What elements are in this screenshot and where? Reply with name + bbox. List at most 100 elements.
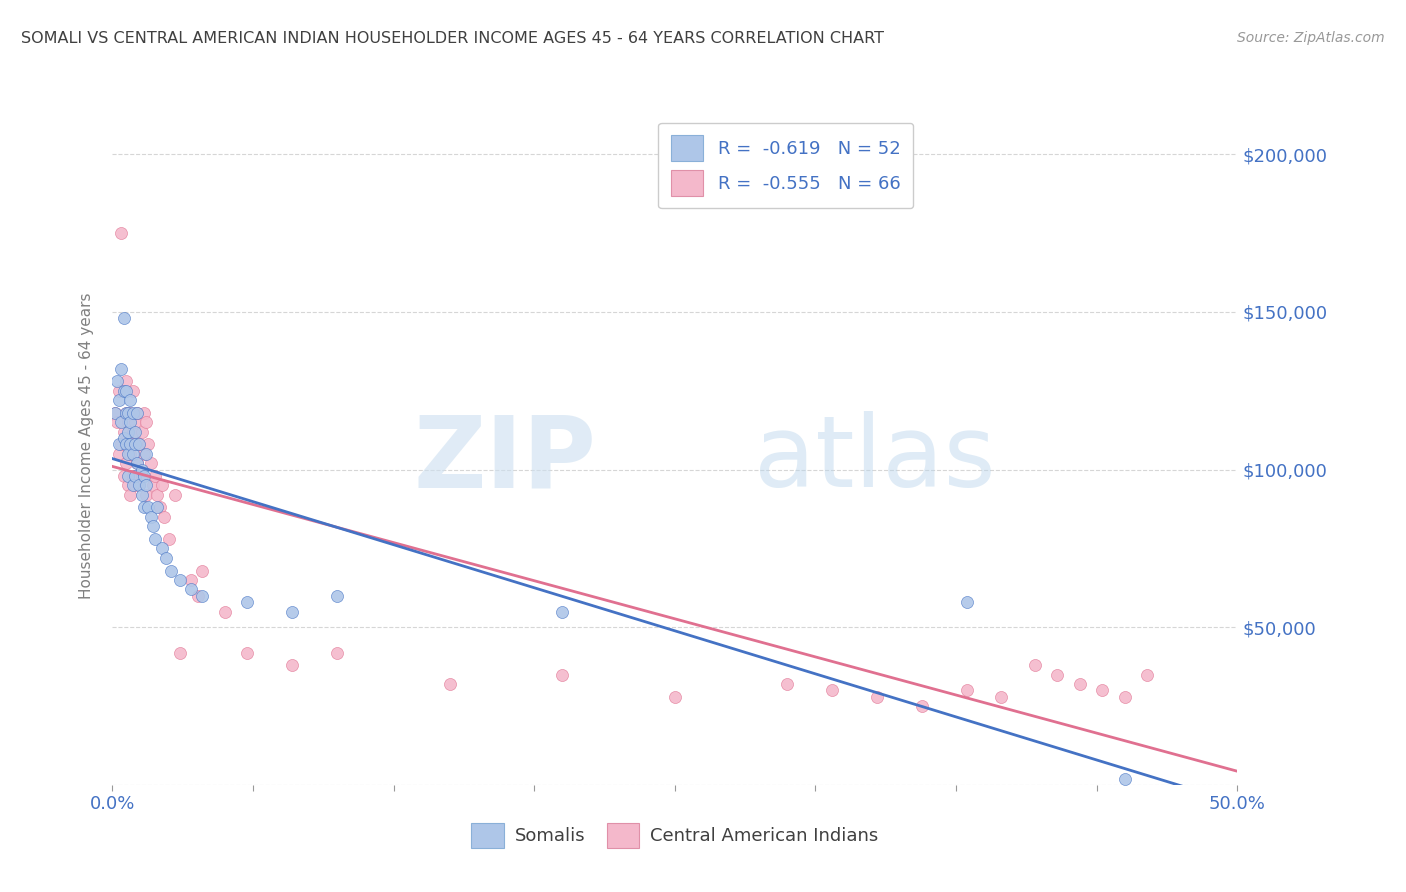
Point	[127, 406, 149, 420]
Point	[138, 437, 160, 451]
Point	[157, 532, 180, 546]
Point	[160, 564, 183, 578]
Point	[142, 478, 165, 492]
Point	[132, 406, 155, 420]
Point	[664, 690, 686, 704]
Point	[105, 415, 128, 429]
Point	[104, 406, 127, 420]
Point	[127, 456, 149, 470]
Point	[112, 425, 135, 439]
Point	[131, 463, 153, 477]
Point	[121, 447, 143, 461]
Point	[121, 425, 143, 439]
Point	[124, 469, 146, 483]
Point	[117, 447, 139, 461]
Point	[326, 646, 349, 660]
Point	[115, 437, 138, 451]
Point	[121, 478, 143, 492]
Point	[124, 437, 146, 451]
Point	[142, 519, 165, 533]
Point	[108, 393, 131, 408]
Point	[149, 500, 172, 515]
Point	[117, 406, 139, 420]
Point	[127, 406, 149, 420]
Point	[110, 437, 132, 451]
Point	[139, 510, 162, 524]
Point	[1114, 772, 1136, 786]
Text: SOMALI VS CENTRAL AMERICAN INDIAN HOUSEHOLDER INCOME AGES 45 - 64 YEARS CORRELAT: SOMALI VS CENTRAL AMERICAN INDIAN HOUSEH…	[21, 31, 884, 46]
Point	[112, 431, 135, 445]
Point	[128, 478, 150, 492]
Point	[115, 456, 138, 470]
Point	[110, 361, 132, 376]
Point	[1091, 683, 1114, 698]
Point	[911, 699, 934, 714]
Point	[180, 573, 202, 587]
Point	[105, 375, 128, 389]
Point	[128, 437, 150, 451]
Point	[135, 415, 157, 429]
Point	[124, 478, 146, 492]
Point	[132, 447, 155, 461]
Point	[956, 595, 979, 609]
Point	[117, 469, 139, 483]
Point	[108, 447, 131, 461]
Point	[135, 478, 157, 492]
Point	[135, 447, 157, 461]
Point	[551, 605, 574, 619]
Point	[131, 488, 153, 502]
Point	[187, 589, 209, 603]
Point	[956, 683, 979, 698]
Point	[117, 425, 139, 439]
Point	[281, 658, 304, 673]
Point	[120, 406, 142, 420]
Text: Source: ZipAtlas.com: Source: ZipAtlas.com	[1237, 31, 1385, 45]
Point	[139, 456, 162, 470]
Point	[236, 646, 259, 660]
Point	[281, 605, 304, 619]
Legend: Somalis, Central American Indians: Somalis, Central American Indians	[463, 814, 887, 857]
Point	[146, 488, 169, 502]
Text: ZIP: ZIP	[413, 411, 596, 508]
Point	[146, 500, 169, 515]
Y-axis label: Householder Income Ages 45 - 64 years: Householder Income Ages 45 - 64 years	[79, 293, 94, 599]
Point	[1114, 690, 1136, 704]
Point	[169, 646, 191, 660]
Point	[131, 469, 153, 483]
Point	[115, 406, 138, 420]
Point	[1024, 658, 1046, 673]
Point	[180, 582, 202, 597]
Point	[776, 677, 799, 691]
Point	[121, 384, 143, 398]
Point	[551, 667, 574, 681]
Point	[110, 415, 132, 429]
Point	[1069, 677, 1091, 691]
Point	[108, 437, 131, 451]
Point	[117, 437, 139, 451]
Point	[191, 564, 214, 578]
Point	[439, 677, 461, 691]
Point	[110, 226, 132, 240]
Text: atlas: atlas	[754, 411, 995, 508]
Point	[150, 541, 173, 556]
Point	[153, 510, 176, 524]
Point	[191, 589, 214, 603]
Point	[121, 469, 143, 483]
Point	[120, 393, 142, 408]
Point	[121, 406, 143, 420]
Point	[135, 488, 157, 502]
Point	[169, 573, 191, 587]
Point	[866, 690, 889, 704]
Point	[128, 437, 150, 451]
Point	[112, 384, 135, 398]
Point	[115, 375, 138, 389]
Point	[124, 425, 146, 439]
Point	[150, 478, 173, 492]
Point	[326, 589, 349, 603]
Point	[132, 469, 155, 483]
Point	[165, 488, 187, 502]
Point	[214, 605, 236, 619]
Point	[155, 550, 177, 565]
Point	[124, 415, 146, 429]
Point	[120, 437, 142, 451]
